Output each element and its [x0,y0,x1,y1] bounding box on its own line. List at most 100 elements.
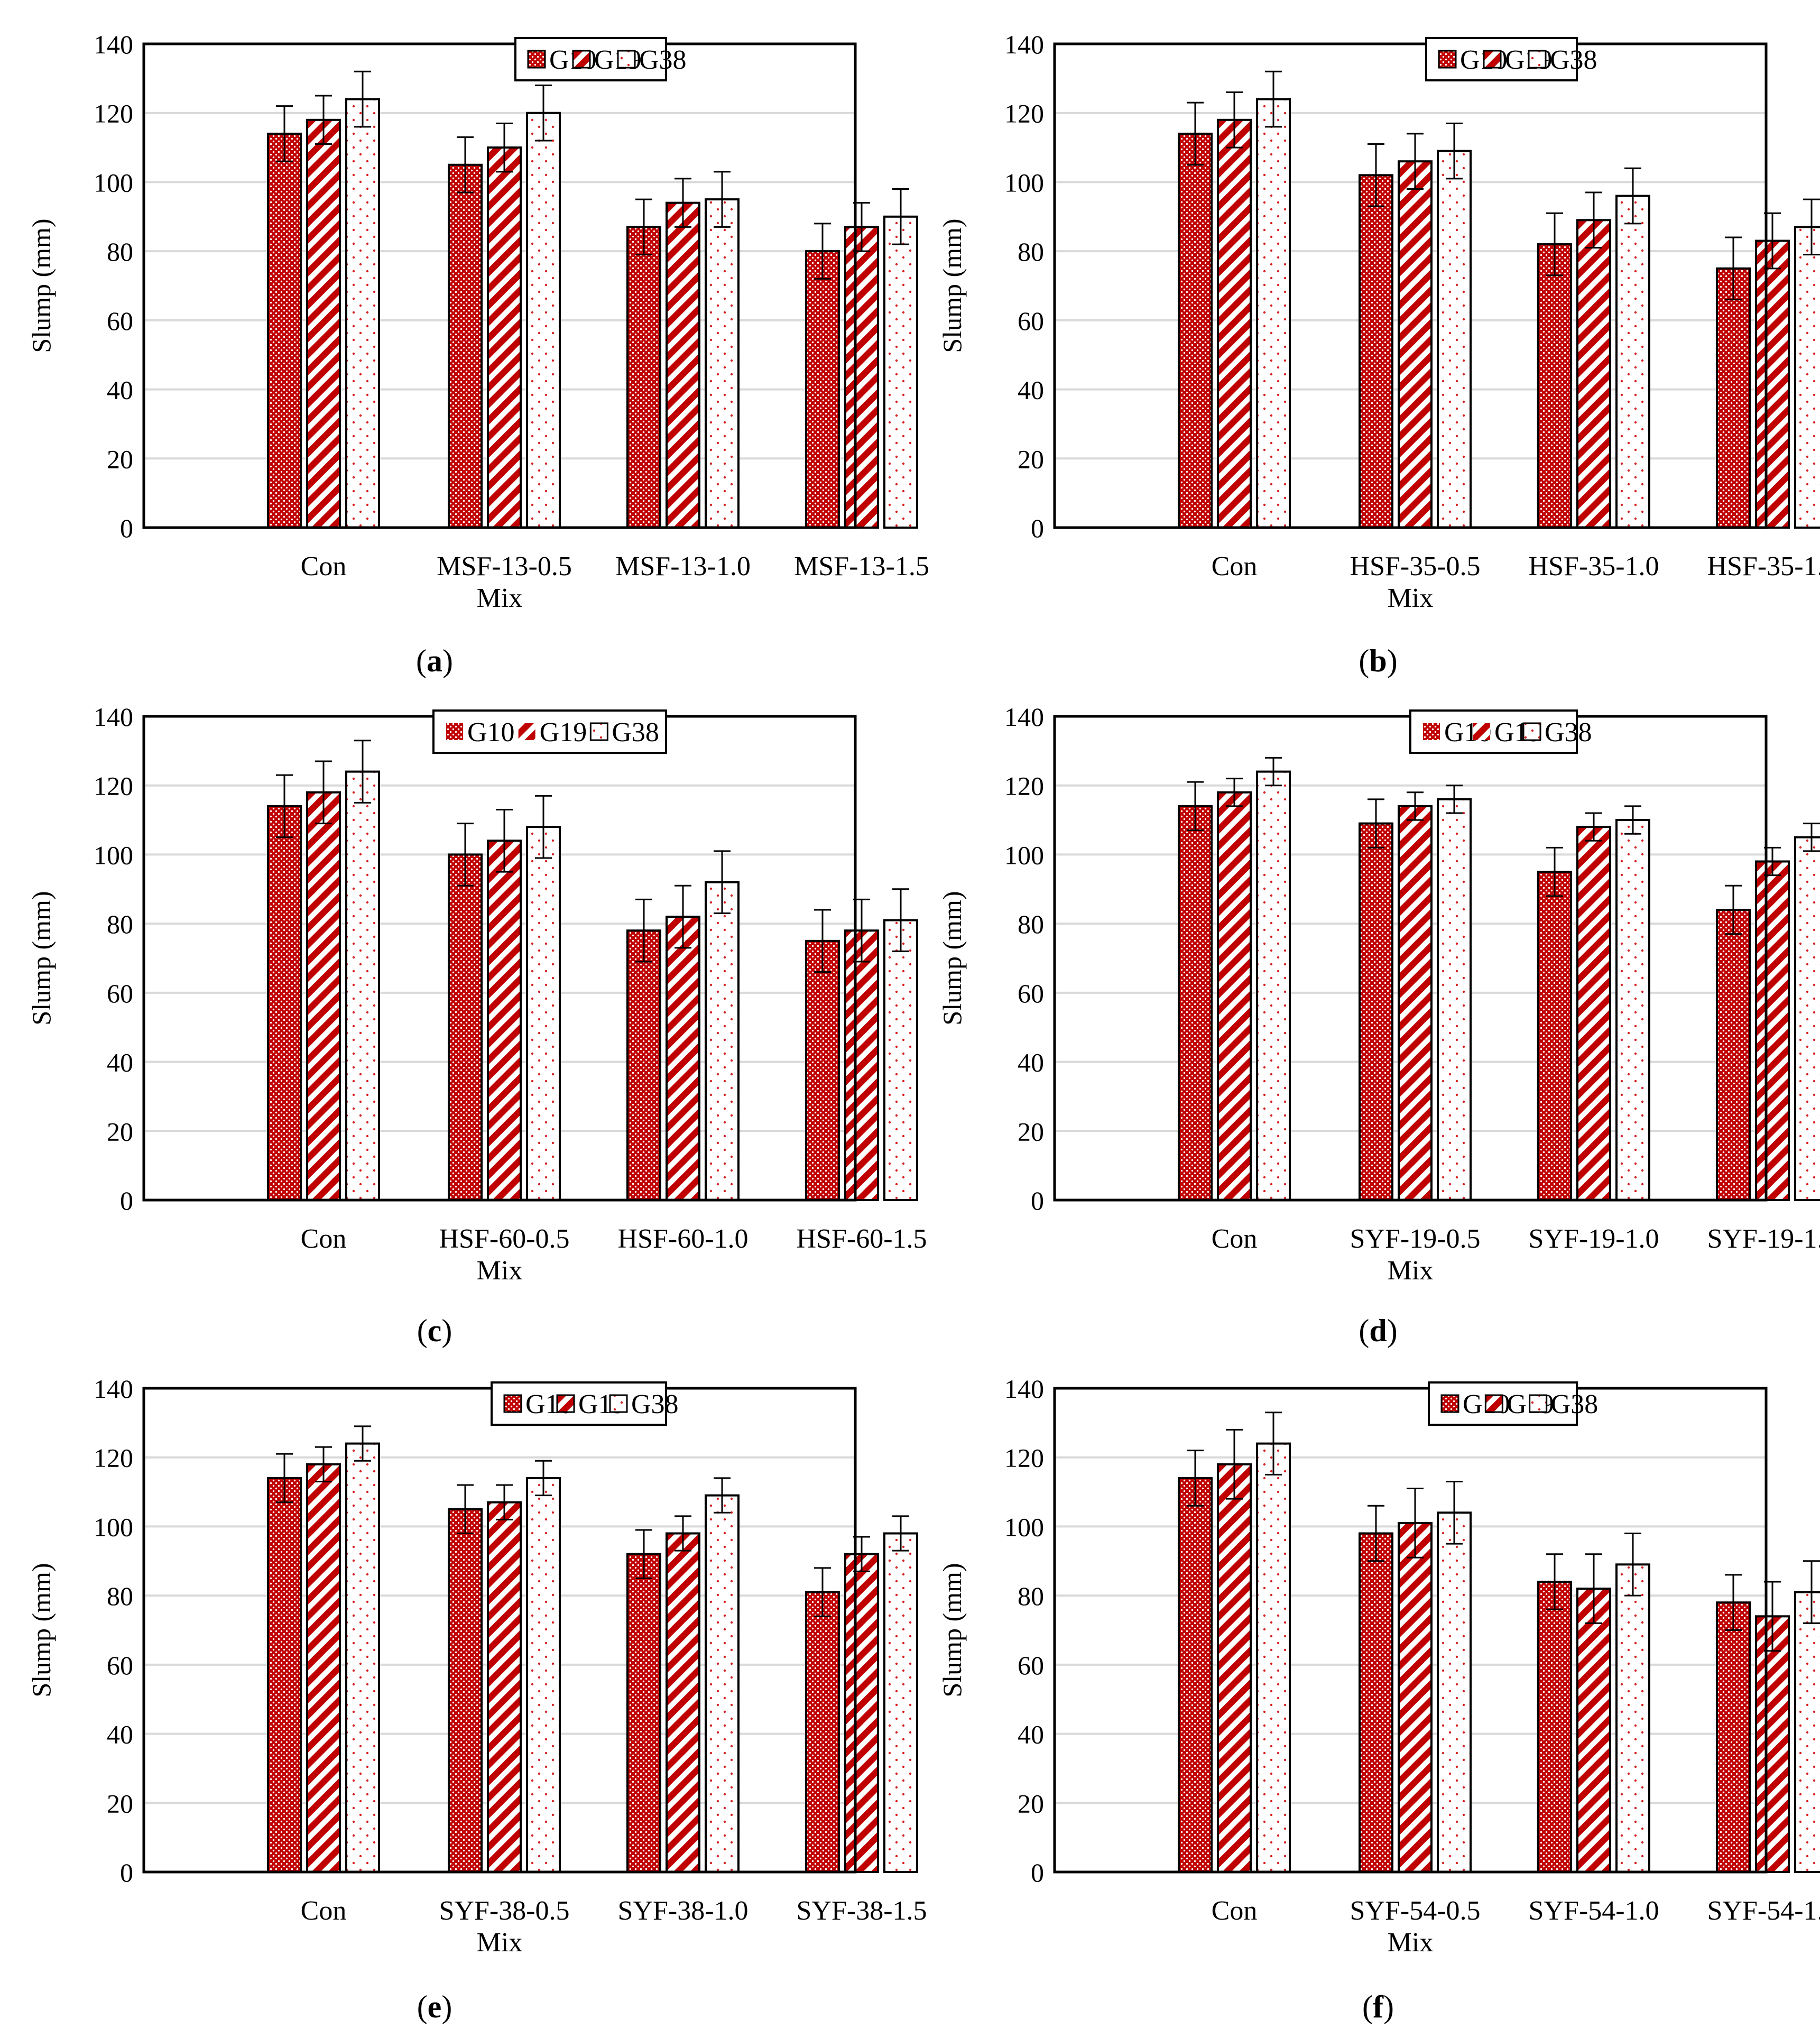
y-tick-label: 0 [1031,1858,1044,1887]
y-tick-label: 20 [1018,1788,1044,1818]
legend-label-g38: G38 [1550,45,1597,75]
y-tick-label: 120 [1004,1443,1044,1473]
x-axis-title: Mix [1388,1256,1434,1286]
caption-b-letter: b [1369,643,1387,678]
bar-g10 [267,132,302,529]
chart-panel-f: 0 20 40 60 80 100 120 140 Con SYF-54-0.5 SYF-54-1.… [911,1344,1820,2021]
legend-marker-g19 [1483,50,1502,69]
caption-c-letter: c [427,1313,442,1348]
legend-label-g38: G38 [612,717,659,748]
bar-g19 [1398,805,1433,1201]
legend-label-g38: G38 [1545,717,1592,748]
bar-g38 [1794,836,1820,1201]
bar-g38 [1794,226,1820,529]
bar-g10 [448,853,483,1201]
bar-g38 [1256,98,1291,529]
bar-g19 [666,201,700,529]
y-tick-label: 60 [107,306,133,336]
bar-g38 [526,1477,561,1873]
x-tick-label: HSF-60-0.5 [439,1224,569,1254]
chart-panel-b: 0 20 40 60 80 100 120 140 Con HSF-35-0.5 HSF-35-1.… [911,0,1820,677]
x-tick-label: SYF-38-0.5 [439,1896,569,1926]
bar-g19 [1755,860,1790,1201]
legend-marker-g38 [589,722,608,741]
bar-g38 [526,112,561,529]
bar-g19 [666,1532,700,1873]
y-tick-label: 0 [1031,1186,1044,1215]
legend-marker-g10 [446,723,463,740]
x-tick-label: Con [301,551,347,582]
y-tick-label: 100 [1004,840,1044,870]
x-tick-label: MSF-13-0.5 [437,551,572,582]
y-tick-label: 120 [94,771,133,801]
legend-marker-g10 [1438,50,1457,69]
chart-e-svg: 0 20 40 60 80 100 120 140 Con SYF-38-0.5 SYF-38-1.… [26,1374,927,1958]
bar-g38 [345,770,380,1202]
bar-g19 [1217,791,1252,1202]
x-tick-label: HSF-35-1.0 [1528,551,1659,582]
caption-e: (e) [417,1989,452,2024]
chart-b-svg: 0 20 40 60 80 100 120 140 Con HSF-35-0.5 HSF-35-1.… [937,30,1820,613]
bar-g10 [1537,243,1572,529]
caption-b: (b) [1359,643,1398,678]
bar-g38 [705,198,740,529]
y-tick-label: 140 [1004,30,1044,59]
y-tick-label: 40 [107,1048,133,1077]
caption-a-letter: a [427,643,442,678]
legend-marker-g19 [1473,723,1490,740]
bar-g19 [1217,118,1252,529]
chart-panel-e: 0 20 40 60 80 100 120 140 Con SYF-38-0.5 SYF-38-1.… [0,1344,927,2021]
bar-g19 [844,226,879,529]
y-tick-label: 100 [94,840,133,870]
x-axis-title: Mix [477,583,523,613]
caption-d: (d) [1359,1313,1398,1348]
y-tick-label: 20 [107,1117,133,1146]
legend-marker-g10 [503,1394,522,1413]
x-tick-label: SYF-54-1.5 [1707,1896,1820,1926]
caption-f-letter: f [1373,1989,1383,2024]
bar-g38 [345,98,380,529]
x-tick-label: Con [1212,1896,1258,1926]
bar-g19 [844,1553,879,1873]
bar-g10 [1716,1601,1751,1873]
bar-g19 [1576,1588,1611,1874]
x-tick-label: SYF-38-1.5 [796,1896,927,1926]
bar-g38 [1794,1591,1820,1874]
bar-g38 [526,826,561,1201]
y-tick-label: 60 [1018,979,1044,1008]
plot-area-frame [1053,1387,1768,1874]
bar-g19 [1755,239,1790,529]
legend-label-g10: G10 [467,717,515,748]
bar-g38 [883,1532,918,1873]
x-tick-label: MSF-13-1.0 [615,551,751,582]
bar-g19 [487,146,522,529]
legend-marker-g38 [609,1394,628,1413]
caption-c: (c) [417,1313,452,1348]
legend-marker-g10 [1423,723,1440,740]
bar-g10 [626,1553,661,1873]
bar-g19 [306,1463,341,1874]
bar-g38 [1615,819,1650,1202]
bar-g10 [626,226,661,529]
bar-g38 [1437,1511,1472,1873]
chart-panel-d: 0 20 40 60 80 100 120 140 Con SYF-19-0.5 SYF-19-1.… [911,672,1820,1349]
y-tick-label: 120 [94,1443,133,1473]
y-tick-label: 20 [1018,444,1044,474]
x-axis-title: Mix [1388,583,1434,613]
bar-g10 [1716,909,1751,1201]
chart-panel-c: 0 20 40 60 80 100 120 140 Con HSF-60-0.5 HSF-60-1.… [0,672,927,1349]
bar-g19 [844,929,879,1201]
bar-g10 [267,1477,302,1873]
x-tick-label: SYF-19-1.5 [1707,1224,1820,1254]
bar-g10 [267,805,302,1201]
y-tick-label: 80 [107,237,133,266]
bar-g38 [1437,150,1472,529]
y-axis-title: Slump (mm) [26,218,56,353]
y-tick-label: 20 [1018,1117,1044,1146]
x-tick-label: Con [301,1896,347,1926]
legend-box [432,709,667,754]
legend-marker-g19 [1484,1394,1503,1413]
bar-g10 [1359,822,1393,1202]
bar-g38 [705,881,740,1201]
bar-g19 [666,916,700,1202]
